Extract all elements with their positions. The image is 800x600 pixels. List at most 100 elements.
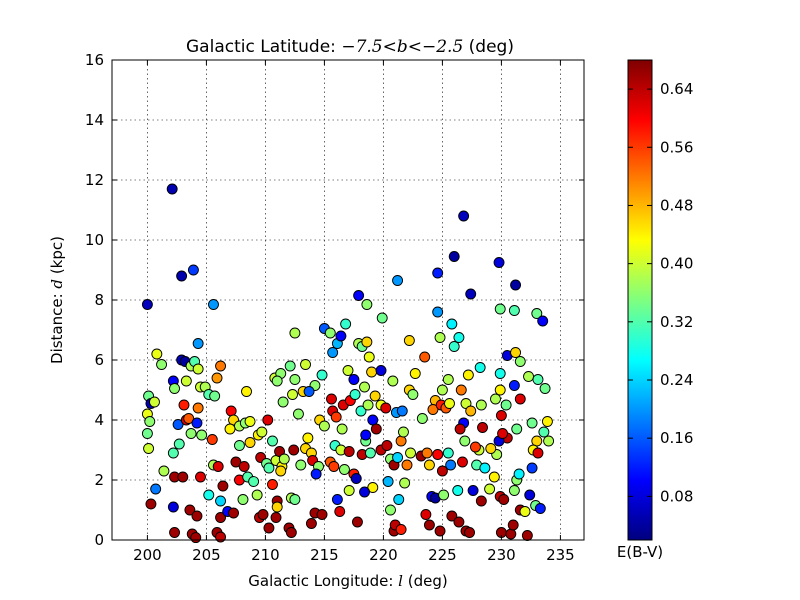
scatter-point [421,447,433,459]
scatter-point [141,428,153,439]
scatter-point [395,524,407,535]
scatter-point [392,452,404,463]
scatter-point [167,447,179,459]
scatter-point [172,419,184,430]
scatter-point [385,504,396,516]
scatter-point [423,519,435,531]
scatter-point [287,389,298,400]
scatter-point [438,489,450,501]
x-tick-label: 215 [310,546,339,564]
colorbar-tick-label: 0.32 [660,313,693,331]
scatter-point [387,375,399,387]
scatter-point [270,512,282,523]
scatter-point [405,447,416,459]
y-tick-label: 4 [94,411,104,429]
scatter-point [225,405,237,417]
scatter-point [395,435,407,447]
scatter-point [303,386,315,397]
scatter-point [409,368,421,379]
scatter-point [330,411,342,423]
scatter-point [531,308,543,319]
scatter-point [510,279,522,291]
scatter-point [267,479,278,490]
scatter-point [224,423,236,435]
scatter-points [141,183,555,544]
scatter-point [375,365,387,376]
scatter-point [511,423,523,435]
scatter-point [427,404,439,415]
scatter-point [169,527,180,538]
scatter-point [177,471,189,483]
scatter-point [497,428,509,439]
scatter-point [370,423,382,435]
scatter-point [326,393,337,405]
scatter-point [442,447,454,459]
scatter-point [423,459,435,471]
scatter-point [398,426,409,438]
scatter-point [376,312,388,324]
scatter-point [381,440,393,451]
scatter-point [215,360,227,372]
chart-title: Galactic Latitude: −7.5<b<−2.5 (deg) [186,37,514,57]
scatter-point [469,441,481,453]
scatter-point [217,480,229,492]
scatter-point [275,465,287,477]
scatter-point [434,525,446,537]
scatter-point [263,522,275,534]
scatter-point [369,390,381,402]
colorbar-tick-label: 0.08 [660,487,693,505]
y-tick-label: 12 [85,171,104,189]
x-tick-label: 230 [487,546,516,564]
scatter-point [526,462,538,474]
scatter-point [185,428,197,439]
scatter-point [416,413,428,424]
scatter-point [334,506,346,517]
scatter-point [248,476,260,487]
scatter-point [184,504,196,516]
scatter-point [494,384,506,396]
scatter-point [366,366,378,378]
scatter-point [363,351,375,363]
scatter-point [514,356,526,367]
scatter-point [349,389,361,400]
scatter-point [300,359,311,370]
scatter-point [143,443,155,454]
scatter-point [151,348,163,360]
y-tick-label: 10 [85,231,104,249]
scatter-point [278,453,290,465]
scatter-point [285,527,297,538]
scatter-point [169,383,180,394]
scatter-point [467,485,479,496]
scatter-point [475,495,487,507]
scatter-point [505,528,517,540]
scatter-point [328,461,340,472]
scatter-point [454,423,466,435]
scatter-point [403,335,415,346]
scatter-point [203,489,215,501]
scatter-point [215,512,227,523]
scatter-point [327,347,339,358]
scatter-point [173,438,185,450]
scatter-point [419,351,431,363]
scatter-point [459,435,471,447]
scatter-point [500,399,512,411]
scatter-point [237,494,249,505]
scatter-point [495,410,507,421]
scatter-point [455,384,467,396]
axis-ticks [112,59,584,541]
scatter-point [251,489,263,501]
scatter-point [206,434,218,445]
scatter-point [534,503,546,514]
scatter-point [277,396,289,408]
scatter-point [359,486,370,498]
scatter-point [271,375,283,387]
colorbar-tick-label: 0.48 [660,196,693,214]
scatter-point [209,390,221,402]
scatter-point [295,459,307,471]
scatter-point [543,435,555,447]
scatter-point [453,516,465,528]
scatter-point [195,471,206,483]
scatter-point [233,440,245,451]
scatter-point [360,429,372,441]
scatter-point [513,468,525,480]
